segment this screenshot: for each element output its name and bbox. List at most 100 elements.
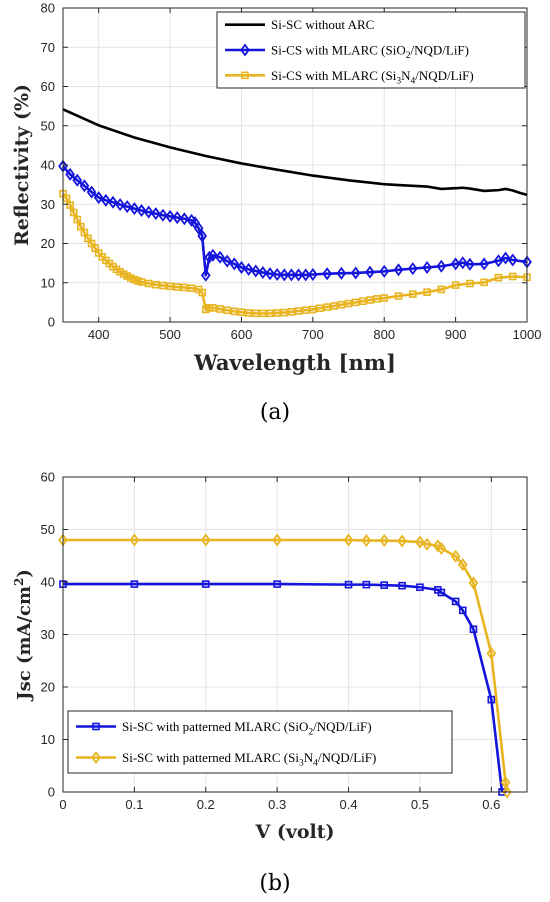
y-tick-label: 60 — [41, 470, 55, 485]
p0-marker — [280, 308, 289, 317]
y-tick-label: 0 — [48, 315, 55, 330]
x-tick-label: 700 — [302, 327, 324, 342]
y-tick-label: 30 — [41, 627, 55, 642]
p1-marker — [436, 541, 447, 555]
p0-marker — [423, 288, 431, 296]
p0-marker — [436, 259, 447, 273]
p1-marker — [200, 533, 211, 547]
p0-marker — [197, 229, 208, 243]
p0-marker — [166, 282, 174, 291]
p0-marker — [457, 256, 468, 270]
series-1 — [58, 533, 512, 799]
x-tick-label: 0.3 — [268, 797, 286, 812]
p0-marker — [66, 201, 74, 209]
p0-marker — [136, 204, 147, 218]
p0-marker — [215, 250, 225, 264]
p0-marker — [73, 215, 82, 224]
p0-marker — [480, 278, 488, 287]
x-axis-label: Wavelength [nm] — [193, 350, 396, 375]
p1-marker — [272, 533, 283, 547]
p0-marker — [380, 294, 389, 302]
legend-entry: Si-CS with MLARC (Si3N4/NQD/LiF) — [271, 68, 474, 87]
y-tick-label: 60 — [41, 79, 55, 94]
chart-panel-1: 0 0.1 0.2 0.3 0.4 0.5 0.6 0 10 20 30 40 50 60 V (volt)… — [12, 470, 528, 896]
p0-marker — [236, 260, 247, 274]
p0-marker — [229, 257, 240, 271]
p0-marker — [208, 248, 218, 262]
series-line — [62, 165, 528, 277]
p1-marker — [486, 646, 497, 660]
series-line — [62, 108, 528, 197]
x-axis-label: V (volt) — [254, 821, 334, 843]
p1-marker — [437, 588, 446, 597]
x-tick-label: 0 — [59, 797, 66, 812]
p0-marker — [100, 193, 111, 207]
p1-marker — [398, 581, 406, 590]
p0-marker — [493, 254, 504, 268]
series-2 — [59, 189, 531, 318]
chart-panel-0: 400 500 600 700 800 900 1000 0 10 20 30 40 50 60 70 80 W… — [11, 1, 541, 426]
p1-marker — [362, 580, 371, 589]
y-tick-label: 20 — [41, 236, 55, 251]
p0-marker — [198, 288, 206, 297]
p0-marker — [152, 280, 160, 289]
p0-marker — [237, 308, 246, 316]
series-0 — [62, 108, 528, 197]
legend-entry: Si-SC with patterned MLARC (Si3N4/NQD/Li… — [122, 750, 376, 769]
x-tick-label: 500 — [159, 327, 181, 342]
p0-marker — [209, 304, 217, 312]
p0-marker — [72, 173, 83, 187]
p1-marker — [415, 535, 425, 549]
panel-label: (b) — [259, 871, 290, 896]
series-1 — [58, 159, 532, 282]
p0-marker — [241, 71, 249, 80]
x-tick-label: 0.1 — [125, 797, 143, 812]
p1-marker — [273, 580, 281, 588]
p0-marker — [251, 309, 260, 318]
y-tick-label: 10 — [41, 275, 55, 290]
p0-marker — [330, 302, 339, 310]
p0-marker — [65, 167, 76, 181]
p0-marker — [244, 309, 253, 317]
y-tick-label: 30 — [41, 197, 55, 212]
p0-marker — [479, 257, 490, 271]
p0-marker — [323, 303, 331, 311]
y-tick-label: 40 — [41, 158, 55, 173]
p0-marker — [273, 309, 281, 317]
p0-marker — [200, 268, 211, 282]
p0-marker — [287, 307, 296, 316]
p0-marker — [204, 250, 215, 264]
p1-marker — [397, 534, 407, 548]
legend-box — [67, 710, 453, 774]
p0-marker — [500, 251, 511, 265]
p0-marker — [93, 191, 104, 205]
p0-marker — [223, 306, 231, 315]
p0-marker — [216, 305, 224, 313]
p0-marker — [309, 305, 317, 314]
p0-marker — [86, 185, 97, 199]
p1-marker — [91, 751, 101, 764]
p0-marker — [222, 254, 233, 268]
legend: Si-SC with patterned MLARC (SiO2/NQD/LiF… — [67, 710, 453, 774]
x-tick-label: 400 — [88, 327, 110, 342]
p0-marker — [437, 285, 446, 294]
y-axis-label: Reflectivity (%) — [11, 84, 33, 246]
p0-marker — [393, 263, 404, 277]
x-tick-label: 1000 — [513, 327, 542, 342]
p1-marker — [468, 576, 479, 590]
p0-marker — [307, 268, 318, 282]
p0-marker — [159, 281, 167, 290]
p0-marker — [165, 209, 175, 223]
p0-marker — [265, 267, 275, 281]
y-tick-label: 40 — [41, 575, 55, 590]
p0-marker — [115, 198, 125, 212]
p0-marker — [466, 279, 474, 288]
p1-marker — [130, 580, 139, 588]
p0-marker — [336, 266, 347, 280]
p0-marker — [172, 211, 183, 225]
p1-marker — [380, 581, 389, 589]
p0-marker — [158, 208, 168, 222]
legend-box — [216, 11, 526, 89]
p0-marker — [279, 268, 290, 282]
p1-marker — [92, 722, 100, 731]
